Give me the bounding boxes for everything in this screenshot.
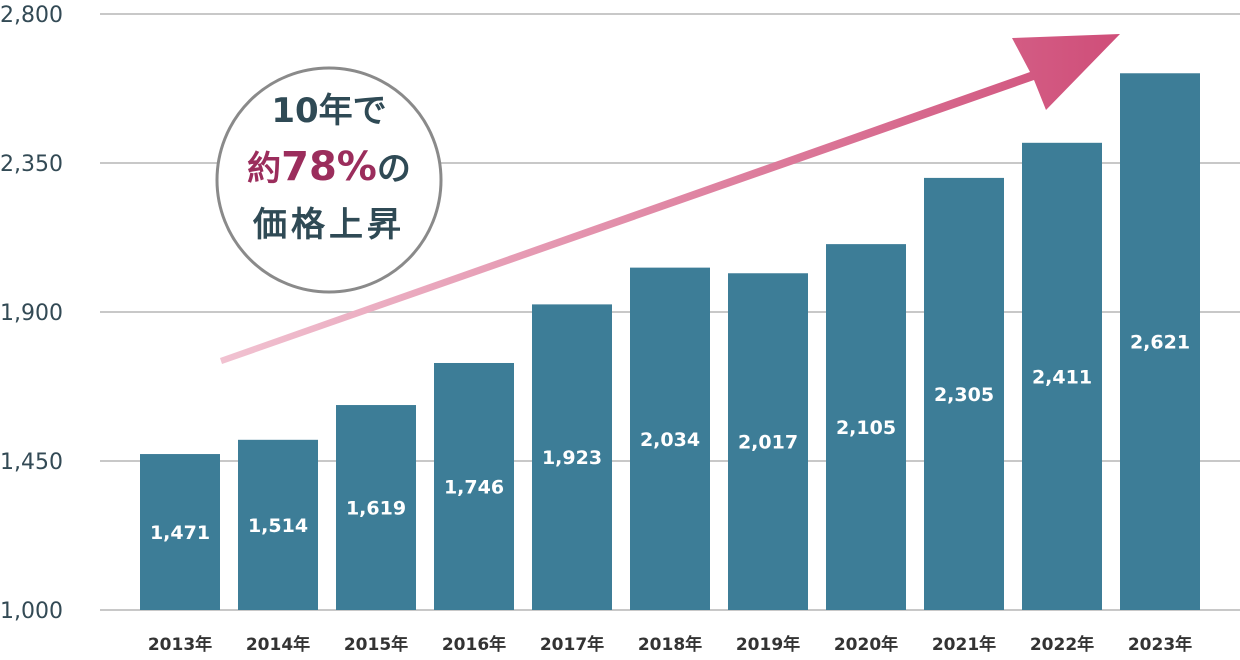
bar <box>1120 73 1200 610</box>
callout-line1-text: 10年で <box>271 91 386 131</box>
callout-circle <box>215 66 443 294</box>
bar-value-label: 1,923 <box>542 447 602 469</box>
bar-value-label: 1,471 <box>150 522 210 544</box>
callout-badge: 10年で 約78%の 価格上昇 <box>215 66 443 294</box>
bar-value-label: 2,411 <box>1032 366 1092 388</box>
y-tick-label: 1,000 <box>0 599 63 624</box>
y-axis: 1,000 1,450 1,900 2,350 2,800 <box>0 3 63 624</box>
bar-value-label: 2,105 <box>836 417 896 439</box>
x-tick-label: 2017年 <box>540 634 604 655</box>
bar <box>434 362 514 610</box>
bars: 1,471 1,514 1,619 1,746 1,923 2,034 2,017 2,105… <box>140 73 1200 610</box>
bar <box>924 177 1004 610</box>
x-tick-label: 2019年 <box>736 634 800 655</box>
bar-value-label: 2,017 <box>738 432 798 454</box>
callout-line2-suffix: の <box>377 149 411 189</box>
x-tick-label: 2020年 <box>834 634 898 655</box>
bar-value-label: 2,621 <box>1130 332 1190 354</box>
bar-value-label: 1,514 <box>248 515 308 537</box>
bar <box>532 304 612 610</box>
x-tick-label: 2013年 <box>148 634 212 655</box>
y-tick-label: 2,350 <box>0 152 63 177</box>
bar-value-label: 2,034 <box>640 429 700 451</box>
bar <box>826 244 906 610</box>
callout-line1: 10年で <box>271 91 386 131</box>
x-tick-label: 2022年 <box>1030 634 1094 655</box>
callout-line3-text: 価格上昇 <box>252 205 405 245</box>
bar <box>336 405 416 610</box>
x-axis: 2013年 2014年 2015年 2016年 2017年 2018年 2019年 2020年… <box>148 634 1192 655</box>
x-tick-label: 2014年 <box>246 634 310 655</box>
x-tick-label: 2016年 <box>442 634 506 655</box>
bar-value-label: 1,746 <box>444 476 504 498</box>
y-tick-label: 1,450 <box>0 450 63 475</box>
callout-line2-highlight: 78% <box>281 144 377 190</box>
callout-line3: 価格上昇 <box>252 205 405 245</box>
bar-value-label: 1,619 <box>346 498 406 520</box>
bar <box>238 439 318 610</box>
bar <box>1022 142 1102 610</box>
callout-line2-prefix: 約 <box>247 149 281 189</box>
x-tick-label: 2015年 <box>344 634 408 655</box>
x-tick-label: 2018年 <box>638 634 702 655</box>
trend-arrow <box>220 34 1120 364</box>
bar-value-label: 2,305 <box>934 384 994 406</box>
bar <box>728 273 808 610</box>
y-tick-label: 1,900 <box>0 301 63 326</box>
bar <box>140 454 220 610</box>
x-tick-label: 2021年 <box>932 634 996 655</box>
bar <box>630 267 710 610</box>
callout-line2: 約78%の <box>247 144 411 190</box>
y-tick-label: 2,800 <box>0 3 63 28</box>
x-tick-label: 2023年 <box>1128 634 1192 655</box>
